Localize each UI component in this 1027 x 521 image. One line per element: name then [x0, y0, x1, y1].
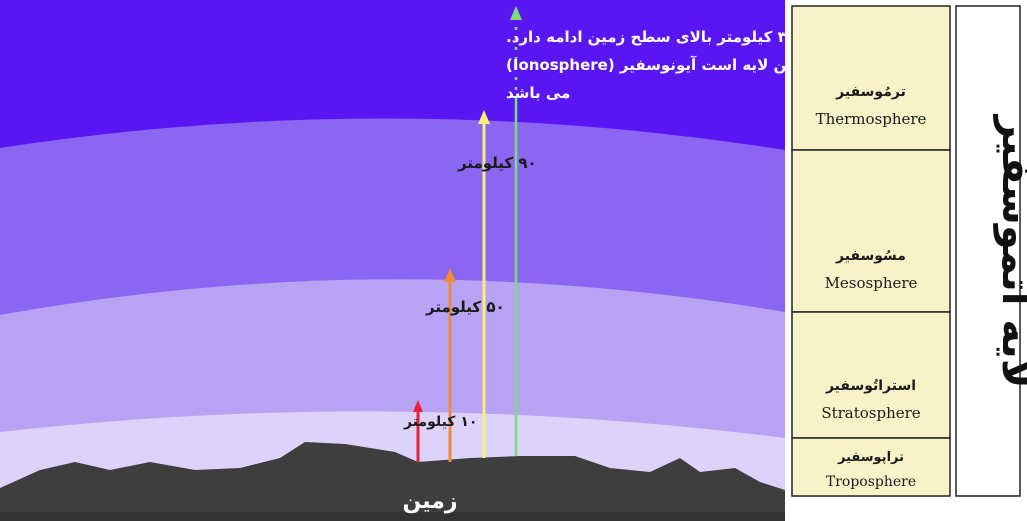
arrow-50km — [444, 268, 456, 462]
top-note-line-1: تا ۳۵۰ کیلومتر بالای سطح زمین ادامه دارد… — [506, 28, 822, 46]
panel-troposphere — [791, 437, 951, 497]
panel-mesosphere — [791, 149, 951, 313]
side-title: لایه اتموسفیر — [993, 114, 1027, 389]
panel-stratosphere — [791, 311, 951, 439]
earth-label: زمین — [402, 489, 457, 514]
troposphere-en: Troposphere — [826, 474, 916, 490]
mesosphere-en: Mesosphere — [825, 274, 918, 292]
stratosphere-fa: استراتُوسفیر — [825, 378, 916, 394]
thermosphere-en: Thermosphere — [816, 110, 927, 128]
layers-panel: ترمُوسفیر Thermosphere مسُوسفیر Mesosphe… — [786, 0, 1027, 521]
arrow-10km — [413, 400, 423, 462]
label-10km: ۱۰ کیلومتر — [403, 414, 477, 430]
arrow-90km — [478, 110, 490, 458]
troposphere-fa: تراپوسفیر — [837, 450, 904, 465]
panel-thermosphere — [791, 5, 951, 151]
thermosphere-fa: ترمُوسفیر — [835, 84, 906, 100]
stratosphere-en: Stratosphere — [821, 404, 920, 422]
arrow-350km — [510, 6, 522, 456]
earth-surface — [0, 442, 785, 521]
top-note-line-3: می باشد — [506, 84, 570, 102]
label-90km: ۹۰ کیلومتر — [457, 154, 537, 172]
label-50km: ۵۰ کیلومتر — [425, 298, 505, 316]
side-title-box — [955, 5, 1021, 497]
mesosphere-fa: مسُوسفیر — [835, 248, 906, 264]
